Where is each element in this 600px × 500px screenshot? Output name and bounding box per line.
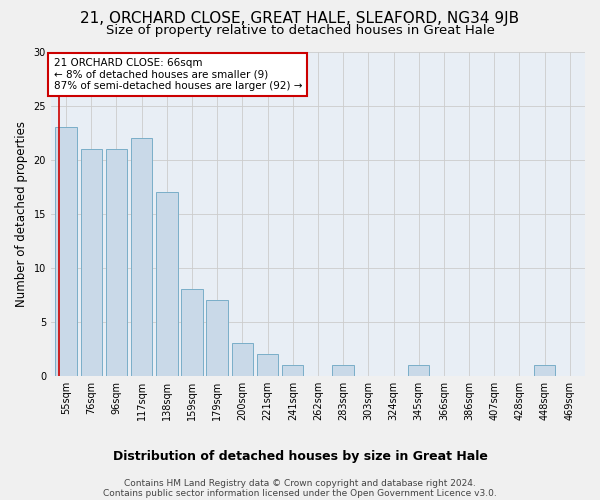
Bar — [106, 149, 127, 376]
Text: Contains public sector information licensed under the Open Government Licence v3: Contains public sector information licen… — [103, 489, 497, 498]
Text: Distribution of detached houses by size in Great Hale: Distribution of detached houses by size … — [113, 450, 487, 463]
Text: Contains HM Land Registry data © Crown copyright and database right 2024.: Contains HM Land Registry data © Crown c… — [124, 479, 476, 488]
Bar — [257, 354, 278, 376]
Text: 21 ORCHARD CLOSE: 66sqm
← 8% of detached houses are smaller (9)
87% of semi-deta: 21 ORCHARD CLOSE: 66sqm ← 8% of detached… — [53, 58, 302, 91]
Bar — [55, 127, 77, 376]
Bar — [232, 344, 253, 376]
Bar — [408, 365, 430, 376]
Text: 21, ORCHARD CLOSE, GREAT HALE, SLEAFORD, NG34 9JB: 21, ORCHARD CLOSE, GREAT HALE, SLEAFORD,… — [80, 12, 520, 26]
Bar — [282, 365, 304, 376]
Bar — [534, 365, 556, 376]
Bar — [206, 300, 228, 376]
Bar — [156, 192, 178, 376]
Y-axis label: Number of detached properties: Number of detached properties — [15, 120, 28, 306]
Bar — [181, 290, 203, 376]
Bar — [131, 138, 152, 376]
Text: Size of property relative to detached houses in Great Hale: Size of property relative to detached ho… — [106, 24, 494, 37]
Bar — [80, 149, 102, 376]
Bar — [332, 365, 354, 376]
